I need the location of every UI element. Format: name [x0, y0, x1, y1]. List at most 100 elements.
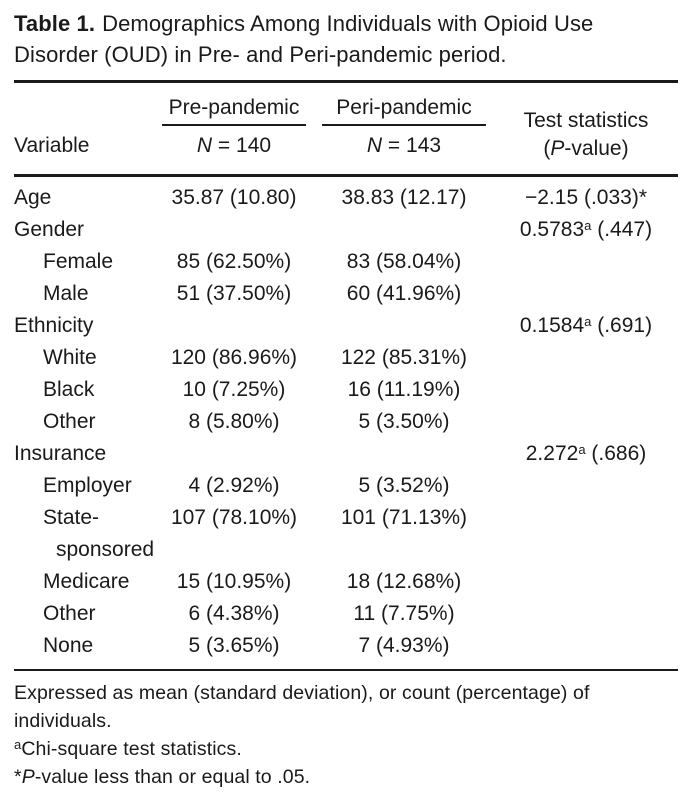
variable-cell: Insurance [14, 442, 107, 465]
variable-cell: Black [43, 378, 95, 401]
footnote-chi-square-text: Chi-square test statistics. [21, 738, 242, 760]
divider-header [14, 174, 678, 177]
pre-pandemic-cell: 51 (37.50%) [176, 282, 292, 305]
footnote-p-value: *P-value less than or equal to .05. [14, 763, 678, 791]
pre-pandemic-cell: 85 (62.50%) [176, 250, 292, 273]
peri-pandemic-cell: 60 (41.96%) [346, 282, 462, 305]
table-number-label: Table 1. [14, 11, 96, 36]
test-statistic-cell: 2.272a (.686) [494, 438, 678, 470]
pre-pandemic-sample-size: N = 140 [154, 129, 314, 163]
test-statistic-cell [494, 374, 678, 406]
statistic-p-value: (.033)* [578, 186, 647, 209]
table-row: Female 85 (62.50%) 83 (58.04%) [14, 246, 678, 278]
pre-pandemic-cell [154, 214, 314, 246]
variable-cell: None [43, 634, 94, 657]
p-value-open-paren: ( [543, 136, 551, 160]
footnote-p-value-text: -value less than or equal to .05. [34, 766, 311, 788]
pre-pandemic-cell: 120 (86.96%) [170, 346, 298, 369]
test-statistic-cell [494, 278, 678, 310]
footnote-chi-square: aChi-square test statistics. [14, 735, 678, 763]
table-header: Variable Pre-pandemic N = 140 Peri-pande… [14, 83, 678, 174]
pre-pandemic-cell: 15 (10.95%) [176, 570, 292, 593]
test-statistic-cell [494, 598, 678, 630]
variable-cell: Age [14, 186, 52, 209]
test-statistic-cell [494, 406, 678, 438]
divider-bottom [14, 669, 678, 671]
pre-pandemic-label: Pre-pandemic [168, 96, 300, 119]
column-header-test-statistics: Test statistics (P-value) [494, 107, 678, 163]
table-footnotes: Expressed as mean (standard deviation), … [14, 671, 678, 791]
table-row: Age 35.87 (10.80) 38.83 (12.17) −2.15 (.… [14, 182, 678, 214]
peri-pandemic-cell: 122 (85.31%) [340, 346, 468, 369]
table-title-text: Demographics Among Individuals with Opio… [14, 11, 594, 67]
test-statistic-cell: −2.15 (.033)* [494, 182, 678, 214]
table-row: Gender 0.5783a (.447) [14, 214, 678, 246]
statistic-value: 2.272 [525, 442, 579, 465]
table-row: Other 6 (4.38%) 11 (7.75%) [14, 598, 678, 630]
statistic-p-value: (.691) [591, 314, 653, 337]
p-value-rest: -value) [564, 136, 629, 160]
pre-pandemic-cell: 6 (4.38%) [188, 602, 280, 625]
table-row: White 120 (86.96%) 122 (85.31%) [14, 342, 678, 374]
test-statistic-cell [494, 630, 678, 662]
column-group-peri-pandemic: Peri-pandemic N = 143 [314, 92, 494, 163]
peri-pandemic-cell [314, 214, 494, 246]
variable-cell: State-sponsored [43, 506, 155, 561]
statistic-p-value: (.447) [591, 218, 653, 241]
n-symbol: N [366, 134, 383, 157]
pre-pandemic-cell: 5 (3.65%) [188, 634, 280, 657]
superscript-a-marker: a [578, 442, 586, 457]
p-symbol: P [550, 136, 565, 160]
pre-pandemic-cell: 8 (5.80%) [188, 410, 280, 433]
peri-pandemic-cell: 5 (3.52%) [358, 474, 450, 497]
peri-pandemic-cell: 7 (4.93%) [358, 634, 450, 657]
variable-cell: White [43, 346, 97, 369]
n-value: = 140 [212, 134, 272, 157]
test-statistic-cell [494, 566, 678, 598]
test-statistic-cell [494, 246, 678, 278]
test-statistic-cell: 0.5783a (.447) [494, 214, 678, 246]
peri-pandemic-cell: 101 (71.13%) [340, 506, 468, 529]
statistic-value: 0.5783 [519, 218, 585, 241]
peri-pandemic-label: Peri-pandemic [336, 96, 472, 119]
asterisk-marker: * [14, 766, 22, 788]
test-statistic-cell: 0.1584a (.691) [494, 310, 678, 342]
n-value: = 143 [382, 134, 442, 157]
variable-cell: Other [43, 602, 96, 625]
column-header-variable: Variable [14, 134, 90, 157]
superscript-a-marker: a [584, 314, 592, 329]
table-row: Male 51 (37.50%) 60 (41.96%) [14, 278, 678, 310]
variable-cell: Ethnicity [14, 314, 94, 337]
paper-table-figure: Table 1. Demographics Among Individuals w… [14, 8, 678, 791]
table-row: Insurance 2.272a (.686) [14, 438, 678, 470]
peri-pandemic-cell: 83 (58.04%) [346, 250, 462, 273]
peri-pandemic-cell [314, 310, 494, 342]
table-row: Other 8 (5.80%) 5 (3.50%) [14, 406, 678, 438]
test-statistic-cell [494, 342, 678, 374]
superscript-a-marker: a [14, 737, 22, 752]
peri-pandemic-underline [322, 124, 486, 126]
variable-cell: Other [43, 410, 96, 433]
variable-cell: Medicare [43, 570, 130, 593]
table-row: State-sponsored 107 (78.10%) 101 (71.13%… [14, 502, 678, 566]
column-group-pre-pandemic: Pre-pandemic N = 140 [154, 92, 314, 163]
variable-cell: Employer [43, 474, 132, 497]
pre-pandemic-cell: 10 (7.25%) [182, 378, 286, 401]
table-row: Employer 4 (2.92%) 5 (3.52%) [14, 470, 678, 502]
peri-pandemic-cell: 16 (11.19%) [347, 378, 461, 401]
variable-cell: Gender [14, 218, 85, 241]
peri-pandemic-cell: 38.83 (12.17) [341, 186, 467, 209]
statistic-value: −2.15 [524, 186, 579, 209]
peri-pandemic-cell [314, 438, 494, 470]
test-statistics-line2: (P-value) [494, 135, 678, 163]
table-body: Age 35.87 (10.80) 38.83 (12.17) −2.15 (.… [14, 177, 678, 669]
variable-cell: Male [43, 282, 89, 305]
footnote-expressed-as: Expressed as mean (standard deviation), … [14, 682, 590, 732]
p-symbol: P [21, 766, 35, 788]
pre-pandemic-cell: 4 (2.92%) [188, 474, 280, 497]
pre-pandemic-cell: 35.87 (10.80) [171, 186, 297, 209]
peri-pandemic-cell: 5 (3.50%) [358, 410, 450, 433]
variable-cell: Female [43, 250, 114, 273]
table-title: Table 1. Demographics Among Individuals w… [14, 8, 664, 70]
peri-pandemic-cell: 11 (7.75%) [353, 602, 455, 625]
